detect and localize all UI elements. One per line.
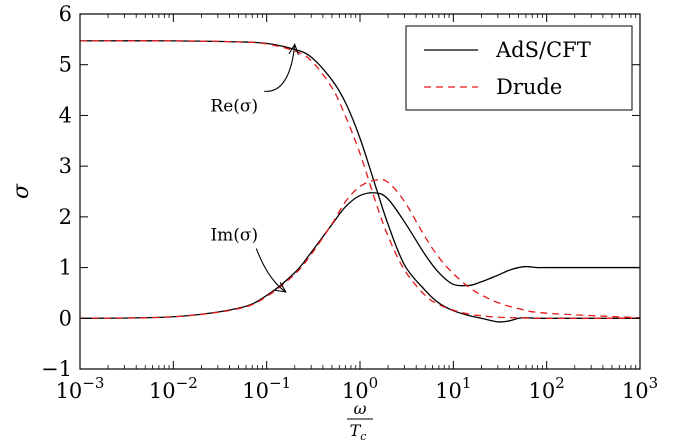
legend-label: AdS/CFT — [495, 38, 591, 62]
legend-label: Drude — [496, 75, 562, 99]
y-tick-label: 6 — [59, 2, 72, 26]
legend: AdS/CFT Drude — [405, 25, 633, 111]
annotation-arrow — [255, 248, 287, 293]
y-tick-label: 4 — [59, 103, 72, 127]
x-tick-label: 100 — [342, 374, 378, 403]
drude-im-line — [80, 178, 640, 319]
x-tick-label: 102 — [529, 374, 565, 403]
annotation-arrowhead — [274, 282, 287, 293]
x-axis-label-denominator: Tc — [350, 421, 367, 443]
y-tick-label: −1 — [41, 357, 72, 381]
annotation-arrowhead — [288, 43, 300, 55]
x-tick-label: 101 — [435, 374, 471, 403]
re-sigma-label: Re(σ) — [210, 96, 258, 116]
x-tick-label: 103 — [622, 374, 658, 403]
x-axis-label-numerator: ω — [353, 399, 366, 418]
axes: 10−3 10−2 10−1 100 101 102 103 −1 0 1 2 3 4 5 6 σ ω Tc — [9, 2, 658, 443]
ads-cft-re-line — [80, 40, 640, 323]
legend-box — [405, 25, 633, 111]
y-tick-label: 3 — [59, 154, 72, 178]
y-tick-label: 2 — [59, 205, 72, 229]
ads-cft-im-line — [80, 192, 640, 319]
x-tick-label: 10−3 — [56, 374, 105, 403]
x-tick-label: 10−1 — [242, 374, 291, 403]
annotation-arrow — [264, 44, 296, 92]
im-sigma-label: Im(σ) — [210, 226, 258, 246]
y-tick-label: 1 — [59, 256, 72, 280]
series-layer — [80, 40, 640, 323]
y-axis-label: σ — [9, 183, 34, 199]
y-tick-label: 0 — [59, 306, 72, 330]
y-tick-label: 5 — [59, 53, 72, 77]
x-tick-label: 10−2 — [149, 374, 198, 403]
annotations: Re(σ) Im(σ) — [210, 43, 300, 293]
